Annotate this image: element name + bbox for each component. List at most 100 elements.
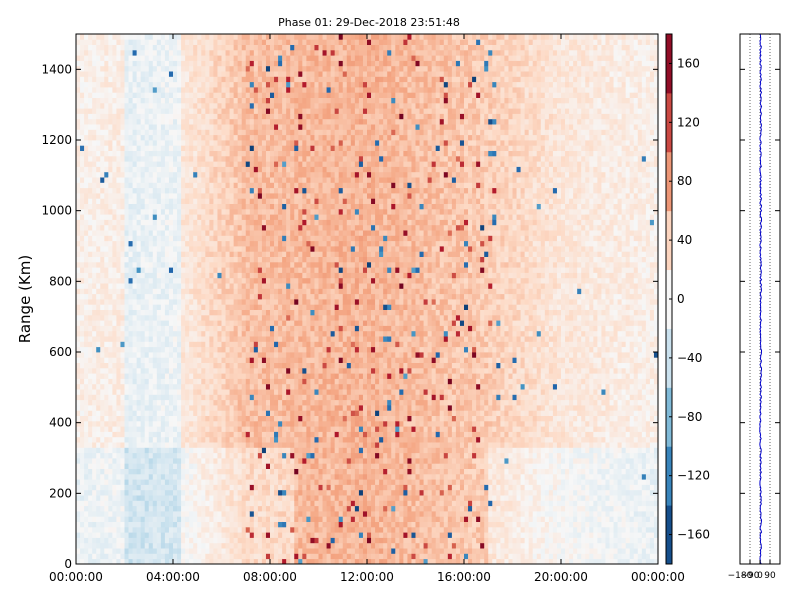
heatmap-cell — [217, 309, 222, 316]
heatmap-cell — [104, 44, 109, 51]
heatmap-cell — [245, 118, 251, 125]
heatmap-cell — [201, 34, 206, 40]
heatmap-cell — [80, 187, 85, 194]
heatmap-cell — [100, 489, 105, 496]
heatmap-cell — [225, 362, 230, 369]
heatmap-cell — [209, 214, 214, 220]
heatmap-cell — [221, 537, 226, 544]
heatmap-cell — [132, 261, 138, 268]
heatmap-cell — [213, 118, 218, 125]
heatmap-cell — [120, 405, 125, 411]
heatmap-cell — [80, 436, 85, 443]
heatmap-cell — [205, 521, 210, 528]
heatmap-cell — [225, 166, 230, 173]
heatmap-cell — [136, 330, 142, 337]
heatmap-cell — [96, 558, 101, 565]
heatmap-cell — [209, 261, 214, 268]
heatmap-cell — [193, 108, 198, 114]
heatmap-cell — [132, 198, 138, 204]
heatmap-cell — [120, 420, 125, 427]
heatmap-cell — [225, 410, 230, 416]
heatmap-cell — [257, 399, 263, 406]
heatmap-cell — [92, 102, 97, 109]
heatmap-cell — [265, 495, 271, 501]
heatmap-cell — [104, 399, 109, 406]
heatmap-cell — [108, 309, 113, 316]
heatmap-cell — [201, 410, 206, 416]
heatmap-cell — [265, 219, 271, 226]
heatmap-cell — [233, 484, 239, 491]
heatmap-cell — [132, 272, 138, 279]
heatmap-cell — [274, 304, 279, 310]
heatmap-cell — [253, 426, 259, 432]
heatmap-cell — [112, 346, 117, 353]
heatmap-cell — [156, 346, 162, 353]
heatmap-cell — [253, 65, 259, 72]
heatmap-cell — [104, 182, 109, 189]
heatmap-cell — [148, 203, 154, 210]
heatmap-cell — [221, 113, 226, 120]
heatmap-cell — [152, 246, 158, 252]
heatmap-cell — [128, 240, 133, 247]
heatmap-cell — [185, 341, 190, 348]
heatmap-cell — [136, 118, 142, 125]
heatmap-cell — [189, 150, 194, 157]
heatmap-cell — [270, 240, 275, 247]
heatmap-cell — [205, 193, 210, 199]
heatmap-cell — [144, 373, 150, 379]
heatmap-cell — [201, 299, 206, 305]
heatmap-cell — [270, 102, 275, 109]
heatmap-cell — [116, 436, 121, 443]
heatmap-cell — [112, 283, 117, 289]
heatmap-cell — [128, 399, 133, 406]
heatmap-cell — [116, 65, 121, 72]
heatmap-cell — [104, 452, 109, 459]
heatmap-cell — [164, 171, 170, 178]
heatmap-cell — [221, 246, 226, 252]
heatmap-cell — [193, 129, 198, 136]
heatmap-cell — [104, 484, 109, 491]
heatmap-cell — [128, 415, 133, 422]
heatmap-cell — [185, 373, 190, 379]
heatmap-cell — [132, 283, 138, 289]
heatmap-cell — [241, 261, 247, 268]
heatmap-cell — [156, 367, 162, 374]
heatmap-cell — [112, 198, 117, 204]
heatmap-cell — [241, 468, 247, 475]
heatmap-cell — [270, 532, 275, 538]
heatmap-cell — [128, 145, 133, 151]
heatmap-cell — [265, 256, 271, 263]
heatmap-cell — [237, 55, 243, 61]
heatmap-cell — [185, 214, 190, 220]
heatmap-cell — [144, 447, 150, 454]
heatmap-cell — [88, 102, 93, 109]
heatmap-cell — [189, 283, 194, 289]
heatmap-cell — [164, 277, 170, 284]
heatmap-cell — [173, 357, 178, 363]
heatmap-cell — [189, 288, 194, 295]
heatmap-cell — [80, 341, 85, 348]
heatmap-cell — [217, 558, 222, 565]
heatmap-cell — [128, 447, 133, 454]
heatmap-cell — [185, 166, 190, 173]
heatmap-cell — [116, 341, 121, 348]
heatmap-cell — [201, 511, 206, 517]
heatmap-cell — [229, 521, 235, 528]
heatmap-cell — [164, 118, 170, 125]
heatmap-cell — [96, 193, 101, 199]
heatmap-cell — [261, 399, 267, 406]
heatmap-cell — [156, 542, 162, 549]
heatmap-cell — [92, 362, 97, 369]
heatmap-cell — [217, 495, 222, 501]
heatmap-cell — [261, 532, 267, 538]
heatmap-cell — [152, 272, 158, 279]
heatmap-cell — [241, 124, 247, 130]
heatmap-cell — [270, 479, 275, 485]
heatmap-cell — [173, 431, 178, 438]
heatmap-cell — [261, 219, 267, 226]
heatmap-cell — [116, 320, 121, 326]
heatmap-cell — [100, 500, 105, 507]
heatmap-cell — [181, 532, 186, 538]
heatmap-cell — [84, 214, 89, 220]
heatmap-cell — [274, 224, 279, 231]
